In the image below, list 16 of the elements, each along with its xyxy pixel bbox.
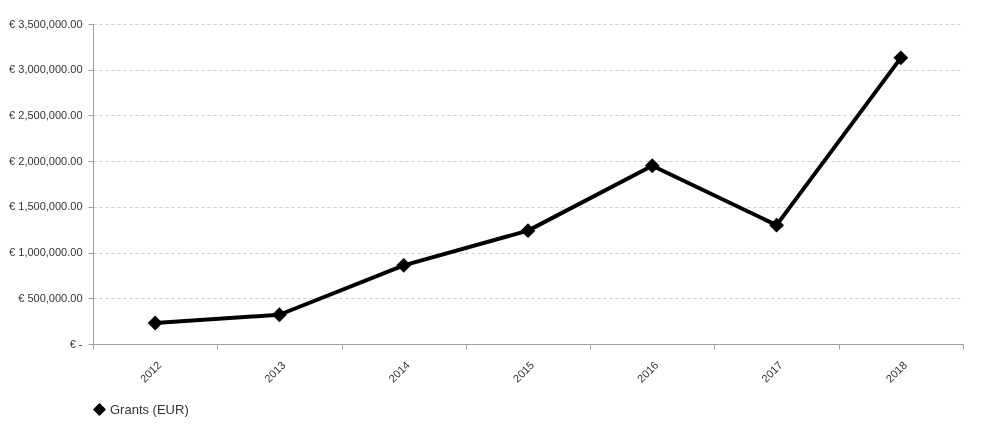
point (769, 217, 784, 233)
y-tick-label: € 2,000,000.00 (9, 154, 83, 167)
y-tick-label: € 1,000,000.00 (9, 246, 83, 259)
y-tick-label: € - (69, 337, 83, 350)
y-tick-label: € 3,500,000.00 (9, 17, 83, 30)
y-tick-label: € 500,000.00 (18, 291, 83, 304)
point (396, 257, 412, 273)
point (520, 223, 536, 239)
legend-label: Grants (EUR) (110, 401, 189, 417)
y-tick-label: € 2,500,000.00 (9, 108, 83, 121)
y-tick-label: € 3,000,000.00 (9, 63, 83, 76)
point (644, 158, 660, 174)
y-tick-label: € 1,500,000.00 (9, 200, 83, 213)
point (272, 307, 287, 323)
point (147, 315, 163, 331)
point (893, 50, 909, 66)
